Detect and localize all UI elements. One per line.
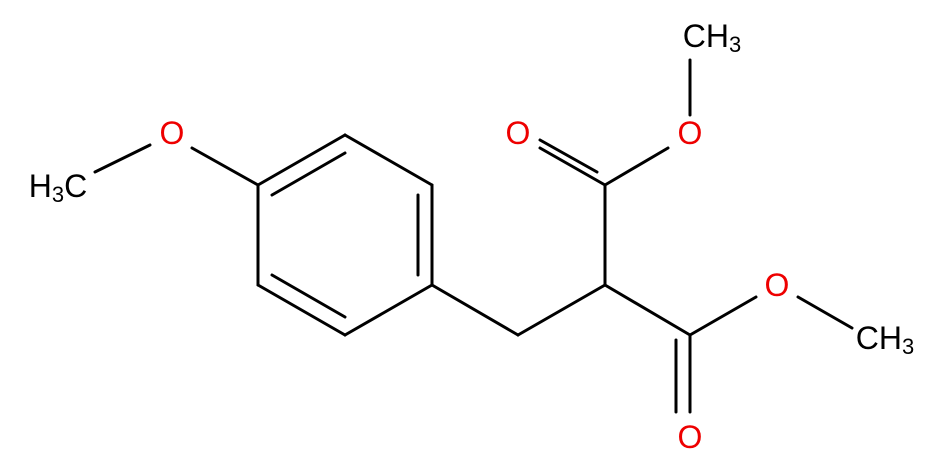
bond	[796, 295, 854, 330]
bond	[603, 283, 692, 337]
bonds	[93, 58, 854, 414]
bond	[270, 273, 347, 319]
bond	[256, 283, 347, 337]
bond	[688, 295, 758, 337]
bond	[538, 138, 599, 174]
atom-label: O	[765, 267, 790, 303]
bond	[190, 146, 260, 187]
atom-label: CH3	[856, 320, 914, 359]
bond	[270, 151, 347, 197]
atom-label: H3C	[29, 168, 87, 207]
bond	[93, 143, 152, 174]
bond	[538, 146, 607, 187]
bond	[603, 146, 670, 187]
atom-label: O	[678, 115, 703, 151]
bond	[516, 283, 607, 337]
atom-label: O	[678, 419, 703, 455]
bond	[343, 133, 434, 187]
bond	[430, 283, 520, 337]
atom-label: O	[506, 115, 531, 151]
bond	[256, 133, 347, 187]
atom-label: O	[160, 115, 185, 151]
bond	[343, 283, 434, 337]
atom-label: CH3	[683, 18, 741, 57]
